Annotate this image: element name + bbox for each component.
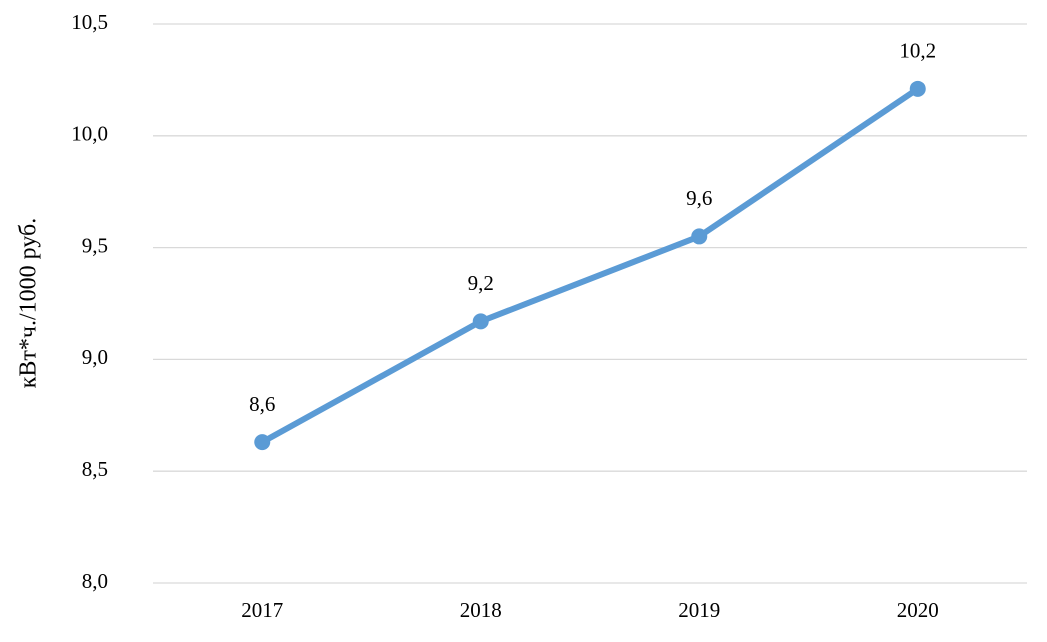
line <box>260 86 920 445</box>
y-tick-label: 9,0 <box>82 345 108 369</box>
y-tick-label: 10,5 <box>71 10 108 34</box>
data-label: 10,2 <box>899 39 936 63</box>
y-tick-label: 8,5 <box>82 457 108 481</box>
marker <box>909 80 926 97</box>
marker <box>254 434 271 451</box>
marker <box>691 228 708 245</box>
y-tick-label: 9,5 <box>82 233 108 257</box>
x-tick-label: 2018 <box>460 598 502 622</box>
y-axis-title: кВт*ч./1000 руб. <box>16 218 42 388</box>
data-label: 9,6 <box>686 186 712 210</box>
x-tick-label: 2020 <box>897 598 939 622</box>
y-tick-label: 10,0 <box>71 122 108 146</box>
data-label: 9,2 <box>468 271 494 295</box>
marker <box>472 313 489 330</box>
x-tick-label: 2017 <box>241 598 283 622</box>
x-tick-label: 2019 <box>678 598 720 622</box>
y-tick-label: 8,0 <box>82 569 108 593</box>
data-label: 8,6 <box>249 392 275 416</box>
